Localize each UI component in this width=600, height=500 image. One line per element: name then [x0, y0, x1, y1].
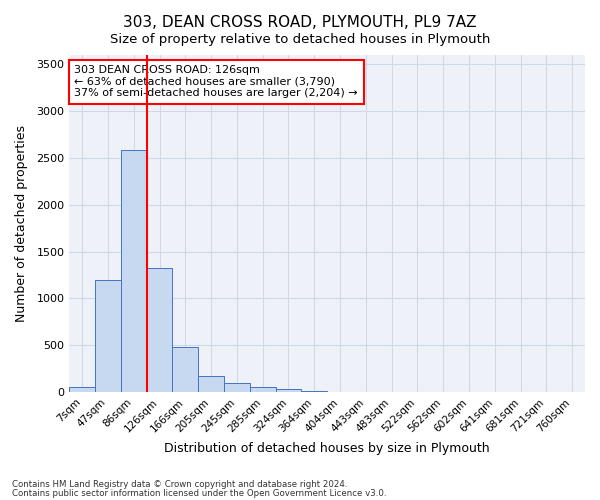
Text: Contains public sector information licensed under the Open Government Licence v3: Contains public sector information licen…: [12, 488, 386, 498]
Bar: [95, 280, 121, 392]
Bar: [224, 382, 250, 392]
Bar: [146, 268, 172, 392]
Bar: [275, 389, 301, 392]
Bar: [250, 388, 275, 392]
Bar: [172, 347, 198, 392]
Text: Contains HM Land Registry data © Crown copyright and database right 2024.: Contains HM Land Registry data © Crown c…: [12, 480, 347, 489]
Y-axis label: Number of detached properties: Number of detached properties: [15, 125, 28, 322]
X-axis label: Distribution of detached houses by size in Plymouth: Distribution of detached houses by size …: [164, 442, 490, 455]
Text: 303, DEAN CROSS ROAD, PLYMOUTH, PL9 7AZ: 303, DEAN CROSS ROAD, PLYMOUTH, PL9 7AZ: [123, 15, 477, 30]
Text: 303 DEAN CROSS ROAD: 126sqm
← 63% of detached houses are smaller (3,790)
37% of : 303 DEAN CROSS ROAD: 126sqm ← 63% of det…: [74, 65, 358, 98]
Bar: [70, 388, 95, 392]
Text: Size of property relative to detached houses in Plymouth: Size of property relative to detached ho…: [110, 32, 490, 46]
Bar: [121, 150, 146, 392]
Bar: [198, 376, 224, 392]
